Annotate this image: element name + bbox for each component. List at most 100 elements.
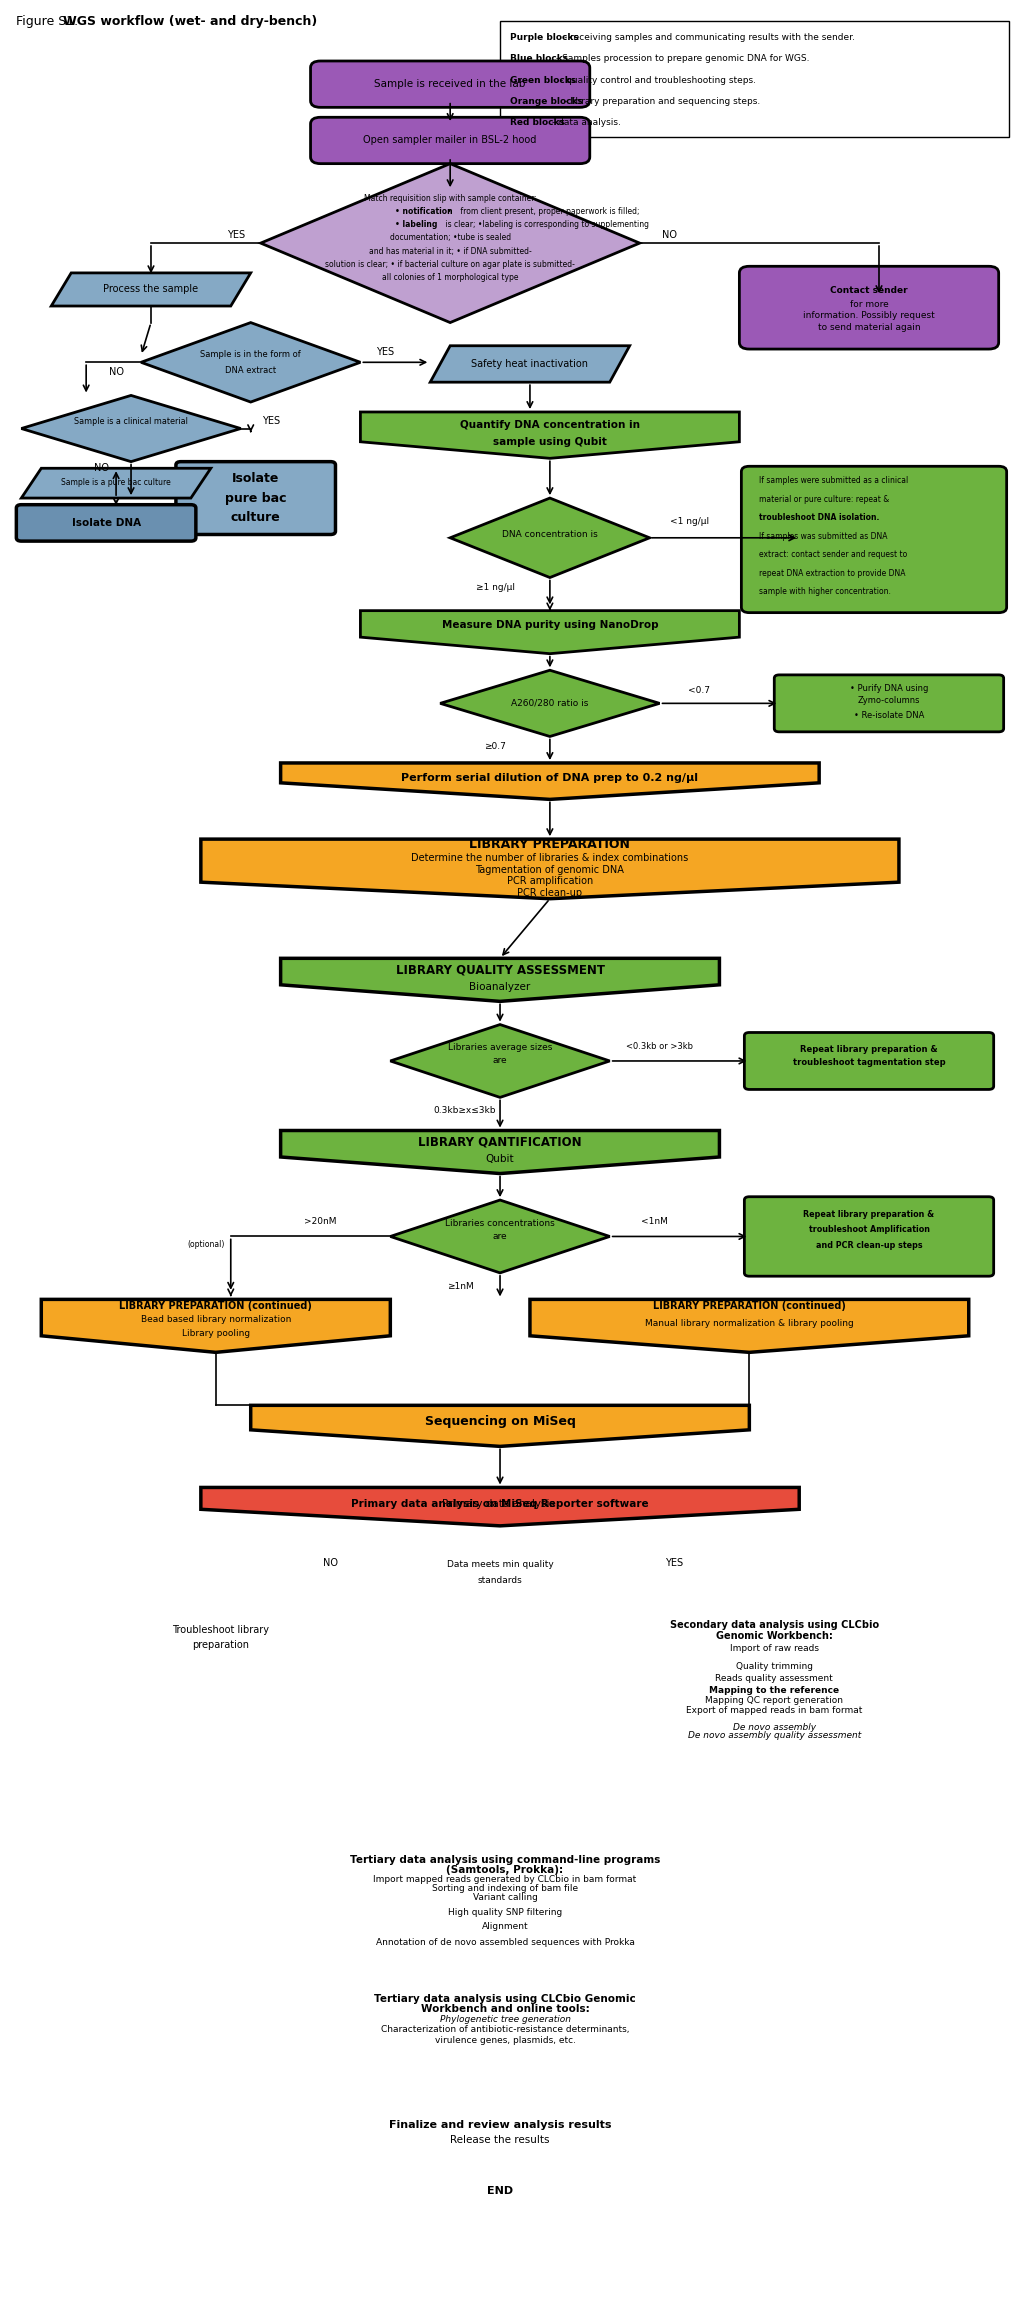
Text: LIBRARY QUALITY ASSESSMENT: LIBRARY QUALITY ASSESSMENT: [395, 963, 604, 975]
Text: Primary data analysis on MiSeq Reporter software: Primary data analysis on MiSeq Reporter …: [351, 1498, 648, 1510]
Text: NO: NO: [94, 463, 108, 473]
Text: Library pooling: Library pooling: [181, 1330, 250, 1339]
Polygon shape: [360, 413, 739, 459]
FancyBboxPatch shape: [566, 1701, 981, 1722]
Text: Libraries average sizes: Libraries average sizes: [447, 1044, 551, 1051]
FancyBboxPatch shape: [16, 505, 196, 542]
Text: Tagmentation of genomic DNA: Tagmentation of genomic DNA: [475, 864, 624, 874]
Polygon shape: [261, 164, 639, 323]
Polygon shape: [201, 1487, 799, 1526]
Text: If samples was submitted as DNA: If samples was submitted as DNA: [758, 532, 887, 542]
Text: • Purify DNA using: • Purify DNA using: [849, 685, 927, 694]
Text: - receiving samples and communicating results with the sender.: - receiving samples and communicating re…: [564, 32, 855, 41]
Text: Figure S1.: Figure S1.: [16, 14, 83, 28]
Polygon shape: [21, 396, 240, 461]
Text: are: are: [492, 1056, 506, 1065]
Text: • notification: • notification: [395, 207, 452, 217]
Text: Process the sample: Process the sample: [103, 284, 199, 295]
Text: • labeling: • labeling: [395, 219, 437, 228]
Text: Manual library normalization & library pooling: Manual library normalization & library p…: [644, 1318, 853, 1328]
Text: Quantify DNA concentration in: Quantify DNA concentration in: [460, 420, 639, 431]
Text: to send material again: to send material again: [817, 323, 919, 332]
Text: De novo assembly: De novo assembly: [732, 1722, 815, 1731]
Polygon shape: [440, 671, 659, 738]
Text: PCR clean-up: PCR clean-up: [517, 887, 582, 897]
Text: Green blocks: Green blocks: [510, 76, 576, 85]
Text: LIBRARY PREPARATION (continued): LIBRARY PREPARATION (continued): [119, 1300, 312, 1312]
Polygon shape: [251, 1406, 749, 1445]
Text: <0.3kb or >3kb: <0.3kb or >3kb: [626, 1042, 693, 1051]
FancyBboxPatch shape: [23, 1849, 985, 1929]
FancyBboxPatch shape: [739, 267, 998, 348]
Text: YES: YES: [664, 1558, 683, 1567]
Text: WGS workflow (wet- and dry-bench): WGS workflow (wet- and dry-bench): [63, 14, 317, 28]
Text: Perform serial dilution of DNA prep to 0.2 ng/μl: Perform serial dilution of DNA prep to 0…: [401, 772, 698, 781]
FancyBboxPatch shape: [566, 1680, 981, 1703]
Polygon shape: [360, 611, 739, 655]
Text: Quality trimming: Quality trimming: [735, 1662, 812, 1671]
Text: YES: YES: [376, 348, 394, 357]
Text: NO: NO: [661, 230, 677, 240]
Text: Genomic Workbench:: Genomic Workbench:: [715, 1632, 832, 1641]
FancyBboxPatch shape: [175, 461, 335, 535]
Text: virulence genes, plasmids, etc.: virulence genes, plasmids, etc.: [434, 2035, 575, 2045]
Text: •: •: [446, 207, 453, 217]
Text: are: are: [492, 1231, 506, 1240]
Text: DNA extract: DNA extract: [225, 366, 276, 376]
Text: Reads quality assessment: Reads quality assessment: [714, 1673, 833, 1683]
Polygon shape: [21, 468, 211, 498]
Text: <1 ng/μl: <1 ng/μl: [669, 516, 708, 526]
Text: If samples were submitted as a clinical: If samples were submitted as a clinical: [758, 477, 908, 486]
Text: NO: NO: [323, 1558, 337, 1567]
Polygon shape: [449, 498, 649, 579]
FancyBboxPatch shape: [741, 466, 1006, 613]
FancyBboxPatch shape: [566, 1717, 981, 1740]
Text: and has material in it; • if DNA submitted-: and has material in it; • if DNA submitt…: [369, 247, 531, 256]
Text: Bioanalyzer: Bioanalyzer: [469, 982, 530, 991]
Text: Repeat library preparation &: Repeat library preparation &: [803, 1210, 933, 1219]
Text: information. Possibly request: information. Possibly request: [802, 311, 934, 320]
Text: Red blocks: Red blocks: [510, 118, 565, 127]
FancyBboxPatch shape: [48, 1904, 961, 1920]
Text: Release the results: Release the results: [449, 2134, 549, 2146]
Text: Phylogenetic tree generation: Phylogenetic tree generation: [439, 2015, 570, 2024]
FancyBboxPatch shape: [541, 1611, 1006, 1740]
FancyBboxPatch shape: [744, 1196, 993, 1277]
Text: Sorting and indexing of bam file: Sorting and indexing of bam file: [431, 1883, 578, 1892]
Text: High quality SNP filtering: High quality SNP filtering: [447, 1909, 561, 1918]
Text: LIBRARY PREPARATION: LIBRARY PREPARATION: [469, 839, 630, 851]
Polygon shape: [51, 272, 251, 307]
Text: YES: YES: [261, 415, 279, 426]
Polygon shape: [390, 1023, 609, 1097]
Text: preparation: preparation: [193, 1641, 249, 1650]
Polygon shape: [375, 1544, 624, 1604]
Polygon shape: [280, 763, 818, 800]
Text: YES: YES: [226, 230, 245, 240]
Text: END: END: [486, 2185, 513, 2197]
Text: Mapping QC report generation: Mapping QC report generation: [704, 1696, 843, 1706]
Text: - quality control and troubleshooting steps.: - quality control and troubleshooting st…: [559, 76, 755, 85]
Text: Isolate DNA: Isolate DNA: [71, 519, 141, 528]
Text: material or pure culture: repeat &: material or pure culture: repeat &: [758, 496, 889, 505]
Text: Sample is received in the lab: Sample is received in the lab: [374, 78, 526, 90]
Text: troubleshoot tagmentation step: troubleshoot tagmentation step: [792, 1058, 945, 1067]
Text: Open sampler mailer in BSL-2 hood: Open sampler mailer in BSL-2 hood: [363, 136, 536, 145]
Text: Sample is a pure bac culture: Sample is a pure bac culture: [61, 479, 171, 486]
Text: for more: for more: [849, 300, 888, 309]
Text: Secondary data analysis using CLCbio: Secondary data analysis using CLCbio: [669, 1620, 878, 1630]
Text: repeat DNA extraction to provide DNA: repeat DNA extraction to provide DNA: [758, 569, 905, 579]
FancyBboxPatch shape: [48, 1918, 961, 1936]
Text: 0.3kb≥x≤3kb: 0.3kb≥x≤3kb: [433, 1106, 496, 1116]
Text: Isolate: Isolate: [231, 473, 279, 484]
Text: Primary data analysis: Primary data analysis: [441, 1498, 557, 1510]
Text: Workbench and online tools:: Workbench and online tools:: [420, 2005, 589, 2015]
Text: Import of raw reads: Import of raw reads: [729, 1643, 818, 1653]
Text: pure bac: pure bac: [225, 491, 286, 505]
Text: Sample is in the form of: Sample is in the form of: [200, 350, 301, 360]
FancyBboxPatch shape: [76, 1614, 365, 1662]
Text: Purple blocks: Purple blocks: [510, 32, 578, 41]
Polygon shape: [390, 1201, 609, 1272]
FancyBboxPatch shape: [566, 1648, 981, 1685]
Text: >20nM: >20nM: [304, 1217, 336, 1226]
Text: Measure DNA purity using NanoDrop: Measure DNA purity using NanoDrop: [441, 620, 657, 629]
